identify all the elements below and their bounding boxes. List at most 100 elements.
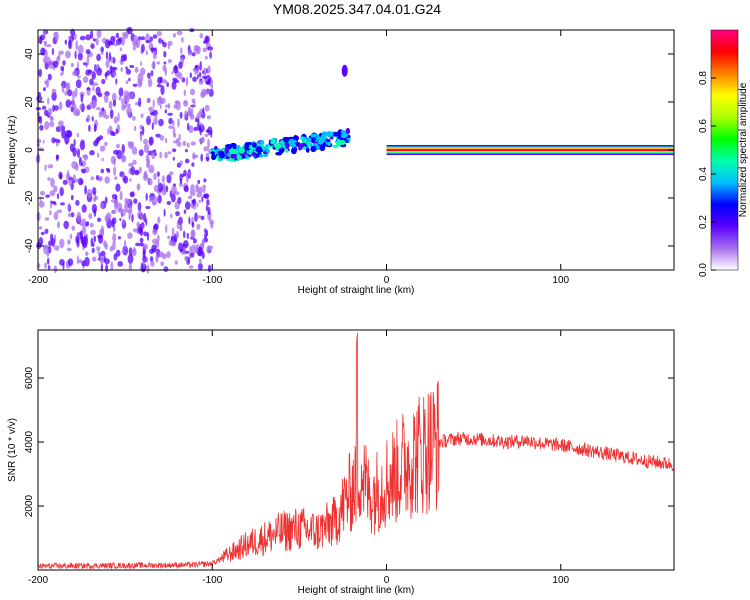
colorbar-frame [710,29,739,271]
noise-dot [129,64,135,69]
noise-dot [200,153,203,162]
noise-dot [138,166,142,174]
noise-dot [70,194,74,201]
y-tick-label: -40 [24,238,35,253]
noise-dot [84,256,90,267]
noise-dot [123,239,127,250]
track-dot [306,137,312,143]
noise-dot [58,171,63,180]
noise-dot [96,107,101,111]
noise-dot [191,162,195,167]
noise-dot [47,164,54,169]
noise-dot [71,225,76,231]
noise-dot [182,246,186,255]
noise-dot [204,193,210,200]
noise-dot [174,100,180,105]
noise-dot [139,213,144,220]
noise-dot [91,116,94,122]
noise-dot [60,65,64,72]
noise-dot [142,261,146,269]
noise-dot [143,138,149,145]
track-dot [236,154,242,161]
noise-dot [176,141,182,147]
noise-dot [38,115,43,125]
track-dot [340,133,348,139]
noise-dot [119,47,122,52]
noise-dot [73,138,76,147]
noise-dot [62,60,66,66]
colorbar-tick-label: 0.0 [698,263,709,277]
noise-dot [151,152,156,160]
noise-dot [105,59,110,68]
snr-panel: -200 -100 0 100 2000 4000 6000 Height of strai… [7,329,675,596]
noise-dot [140,113,144,118]
noise-dot [128,162,134,167]
noise-dot [171,185,177,194]
noise-dot [210,84,214,89]
noise-dot [192,76,198,82]
noise-dot [138,149,144,157]
noise-dot [110,199,117,203]
snr-ticks: -200 -100 0 100 2000 4000 6000 [24,330,674,586]
noise-dot [89,101,94,109]
noise-dot [70,212,75,218]
noise-dot [115,183,121,192]
noise-dot [80,93,84,103]
noise-dot [67,202,71,211]
noise-dot [153,117,158,125]
noise-dot [115,128,119,135]
noise-dot [80,162,83,166]
noise-dot [105,263,108,273]
noise-dot [88,124,91,132]
noise-dot [207,138,210,149]
noise-dot [96,136,101,142]
noise-dot [110,155,117,165]
noise-dot [200,136,205,143]
noise-dot [79,230,84,240]
noise-dot [198,199,201,203]
noise-dot [207,264,212,273]
noise-dot [70,62,74,68]
noise-dot [184,250,190,254]
noise-dot [192,238,197,244]
noise-dot [44,228,49,234]
noise-dot [167,43,170,50]
track-dot [259,154,264,158]
noise-dot [204,104,210,112]
noise-dot [191,52,196,57]
noise-dot [68,39,72,49]
noise-dot [67,89,73,97]
colorbar-tick-label: 0.8 [698,71,709,85]
track-dot [248,149,253,155]
noise-dot [75,40,78,51]
noise-dot [152,99,155,109]
noise-dot [49,210,52,216]
noise-dot [115,78,118,85]
noise-dot [190,187,193,198]
noise-dot [91,203,97,214]
track-dot [224,156,231,159]
track-dot [290,143,297,148]
noise-dot [140,61,143,66]
noise-dot [191,98,195,104]
noise-dot [129,178,132,182]
noise-dot [193,126,198,132]
track-dot [288,138,296,144]
noise-dot [176,230,179,238]
noise-dot [69,233,73,240]
noise-dot [75,79,82,89]
noise-dot [104,114,110,120]
noise-dot [101,107,105,112]
noise-dot [103,93,109,104]
noise-dot [50,200,56,205]
snr-series-line [37,332,675,571]
noise-dot [99,202,104,209]
noise-dot [171,81,177,90]
noise-dot [118,37,122,43]
noise-dot [125,103,131,107]
track-dot [230,153,236,159]
noise-dot [90,229,96,236]
noise-dot [160,85,165,96]
noise-dot [178,61,183,69]
